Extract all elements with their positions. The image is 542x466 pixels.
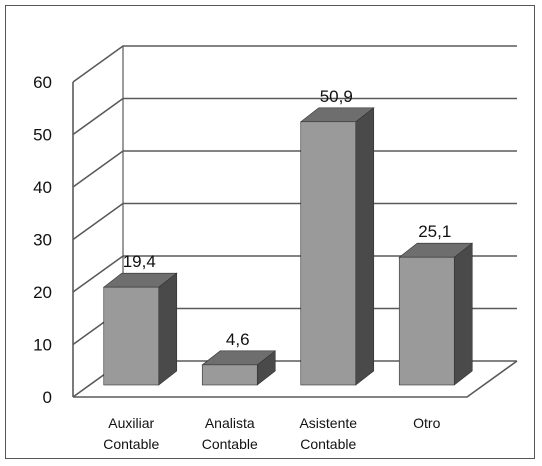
y-tick-label: 60 xyxy=(33,73,52,92)
x-tick-label: Auxiliar xyxy=(108,415,154,431)
bar xyxy=(103,286,160,386)
x-tick-label: Otro xyxy=(413,415,440,431)
x-tick-label: Asistente xyxy=(299,415,357,431)
x-tick-label: Analista xyxy=(205,415,255,431)
y-tick-label: 20 xyxy=(33,283,52,302)
x-tick-label: Contable xyxy=(103,436,159,452)
bar-side xyxy=(453,242,473,386)
data-label: 19,4 xyxy=(123,252,156,271)
bar xyxy=(300,121,357,386)
x-tick-label: Contable xyxy=(300,436,356,452)
bar-side xyxy=(355,107,375,386)
y-tick-label: 30 xyxy=(33,231,52,250)
y-tick-label: 0 xyxy=(43,388,52,407)
gridline xyxy=(72,150,517,188)
data-label: 25,1 xyxy=(418,222,451,241)
x-tick-label: Contable xyxy=(202,436,258,452)
floor-edge xyxy=(73,360,518,398)
data-label: 50,9 xyxy=(320,87,353,106)
y-tick-label: 40 xyxy=(33,178,52,197)
y-tick-label: 10 xyxy=(33,336,52,355)
bar xyxy=(201,364,258,386)
gridline xyxy=(72,45,517,83)
gridline xyxy=(72,97,517,136)
data-label: 4,6 xyxy=(226,330,250,349)
bar-side xyxy=(158,272,178,386)
bar xyxy=(398,256,455,386)
y-tick-label: 50 xyxy=(33,126,52,145)
